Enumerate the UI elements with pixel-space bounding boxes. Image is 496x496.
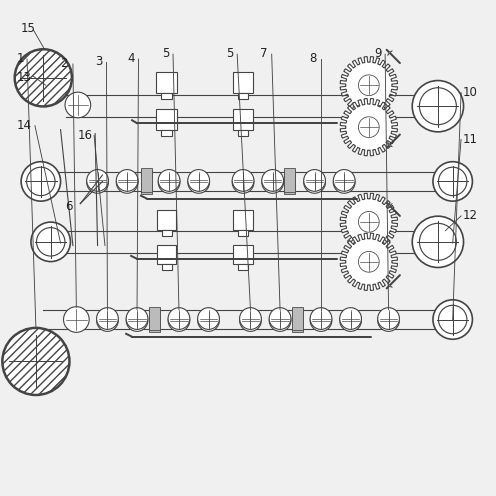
Bar: [157, 245, 177, 264]
Circle shape: [359, 211, 379, 232]
Text: 6: 6: [65, 199, 73, 213]
Circle shape: [87, 170, 109, 191]
Circle shape: [158, 172, 180, 193]
Circle shape: [378, 310, 399, 331]
Polygon shape: [387, 203, 392, 208]
Bar: [162, 230, 172, 236]
Circle shape: [359, 251, 379, 272]
Bar: [238, 93, 248, 99]
Bar: [149, 307, 160, 330]
Text: 3: 3: [95, 55, 103, 68]
Text: 12: 12: [463, 209, 478, 222]
Bar: [233, 210, 253, 230]
Text: 5: 5: [162, 47, 169, 60]
Polygon shape: [340, 193, 397, 250]
Circle shape: [359, 117, 379, 137]
Text: 5: 5: [226, 47, 233, 60]
Circle shape: [304, 172, 325, 193]
Bar: [233, 110, 253, 130]
Text: 4: 4: [127, 52, 134, 64]
Circle shape: [340, 308, 362, 329]
Circle shape: [378, 308, 399, 329]
Polygon shape: [387, 51, 392, 56]
Bar: [149, 309, 160, 332]
Circle shape: [310, 310, 332, 331]
Bar: [285, 169, 295, 192]
Text: 1: 1: [16, 52, 24, 64]
Text: 11: 11: [463, 133, 478, 146]
Bar: [233, 72, 253, 93]
Circle shape: [304, 170, 325, 191]
Circle shape: [240, 308, 261, 329]
Circle shape: [65, 92, 91, 118]
Circle shape: [15, 49, 72, 107]
Circle shape: [232, 170, 254, 191]
Circle shape: [198, 310, 219, 331]
Polygon shape: [387, 142, 392, 147]
Circle shape: [232, 172, 254, 193]
Circle shape: [188, 172, 209, 193]
Text: 10: 10: [463, 86, 478, 99]
Polygon shape: [387, 283, 392, 288]
Circle shape: [97, 310, 118, 331]
Bar: [238, 230, 248, 236]
Circle shape: [2, 328, 69, 395]
Circle shape: [158, 170, 180, 191]
Circle shape: [433, 300, 472, 339]
Bar: [233, 245, 253, 264]
Text: 7: 7: [260, 47, 268, 60]
Circle shape: [262, 170, 284, 191]
Circle shape: [116, 172, 138, 193]
Circle shape: [168, 310, 190, 331]
Circle shape: [269, 308, 291, 329]
Bar: [161, 93, 172, 99]
Bar: [161, 130, 172, 136]
Bar: [141, 169, 152, 192]
Bar: [156, 72, 177, 93]
Circle shape: [168, 308, 190, 329]
Bar: [162, 264, 172, 270]
Polygon shape: [340, 233, 397, 291]
Circle shape: [126, 310, 148, 331]
Circle shape: [97, 308, 118, 329]
Circle shape: [412, 80, 464, 132]
Circle shape: [359, 75, 379, 96]
Text: 8: 8: [310, 52, 317, 64]
Text: 13: 13: [16, 71, 31, 84]
Bar: [156, 110, 177, 130]
Circle shape: [198, 308, 219, 329]
Bar: [238, 130, 248, 136]
Circle shape: [240, 310, 261, 331]
Circle shape: [87, 172, 109, 193]
Circle shape: [63, 307, 89, 332]
Text: 9: 9: [374, 47, 381, 60]
Text: 16: 16: [78, 129, 93, 142]
Circle shape: [333, 172, 355, 193]
Circle shape: [262, 172, 284, 193]
Circle shape: [188, 170, 209, 191]
Text: 2: 2: [61, 57, 68, 69]
Circle shape: [126, 308, 148, 329]
Polygon shape: [340, 99, 397, 156]
Text: 15: 15: [21, 22, 36, 35]
Text: 14: 14: [16, 119, 31, 132]
Circle shape: [433, 162, 472, 201]
Circle shape: [21, 162, 61, 201]
Circle shape: [412, 216, 464, 267]
Circle shape: [269, 310, 291, 331]
Bar: [238, 264, 248, 270]
Circle shape: [31, 222, 70, 261]
Bar: [157, 210, 177, 230]
Circle shape: [116, 170, 138, 191]
Bar: [141, 171, 152, 194]
Circle shape: [340, 310, 362, 331]
Circle shape: [310, 308, 332, 329]
Circle shape: [333, 170, 355, 191]
Polygon shape: [340, 57, 397, 114]
Bar: [292, 307, 303, 330]
Bar: [292, 309, 303, 332]
Bar: [285, 171, 295, 194]
